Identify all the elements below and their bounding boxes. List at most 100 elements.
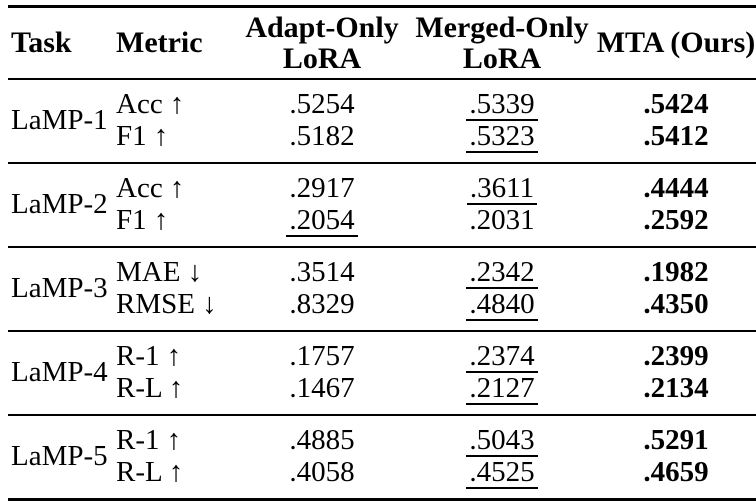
value-cell-merged: .2374 bbox=[408, 331, 596, 373]
header-merged-line1: Merged-Only bbox=[415, 10, 589, 44]
metric-cell: F1 ↑ bbox=[116, 204, 169, 236]
value-cell-merged: .4840 bbox=[408, 289, 596, 331]
header-row: Task Metric Adapt-Only LoRA Merged-Only … bbox=[8, 7, 756, 79]
value-adapt: .4058 bbox=[289, 456, 355, 488]
value-cell-merged: .4525 bbox=[408, 457, 596, 500]
value-mta: .4659 bbox=[643, 456, 709, 488]
metric-cell: R-1 ↑ bbox=[116, 424, 182, 456]
value-merged: .2031 bbox=[469, 204, 535, 236]
value-cell-adapt: .2917 bbox=[236, 163, 408, 205]
value-adapt: .3514 bbox=[289, 256, 355, 288]
value-cell-adapt: .3514 bbox=[236, 247, 408, 289]
header-task: Task bbox=[11, 26, 72, 60]
value-merged: .2127 bbox=[466, 373, 538, 405]
metric-cell: RMSE ↓ bbox=[116, 288, 217, 320]
value-cell-adapt: .4885 bbox=[236, 415, 408, 457]
header-adapt-line2: LoRA bbox=[282, 41, 362, 75]
section-lamp-4: LaMP-4 R-1 ↑ .1757 .2374 .2399 R-L ↑ .14… bbox=[8, 331, 756, 415]
value-adapt: .8329 bbox=[289, 288, 355, 320]
table-row: LaMP-2 Acc ↑ .2917 .3611 .4444 bbox=[8, 163, 756, 220]
section-lamp-2: LaMP-2 Acc ↑ .2917 .3611 .4444 F1 ↑ .205… bbox=[8, 163, 756, 247]
value-adapt: .5254 bbox=[289, 88, 355, 120]
value-cell-adapt: .5254 bbox=[236, 79, 408, 121]
value-cell-mta: .5291 bbox=[596, 415, 756, 457]
section-lamp-3: LaMP-3 MAE ↓ .3514 .2342 .1982 RMSE ↓ .8… bbox=[8, 247, 756, 331]
value-merged: .4840 bbox=[466, 289, 538, 321]
value-mta: .5424 bbox=[643, 88, 709, 120]
metric-cell: Acc ↑ bbox=[116, 88, 185, 120]
value-cell-mta: .5412 bbox=[596, 121, 756, 163]
task-cell: LaMP-2 bbox=[11, 188, 108, 220]
value-cell-merged: .2031 bbox=[408, 205, 596, 247]
table-row: LaMP-4 R-1 ↑ .1757 .2374 .2399 bbox=[8, 331, 756, 388]
value-cell-mta: .2399 bbox=[596, 331, 756, 373]
value-adapt: .1467 bbox=[289, 372, 355, 404]
value-cell-adapt: .2054 bbox=[236, 205, 408, 247]
value-cell-mta: .5424 bbox=[596, 79, 756, 121]
value-cell-merged: .5043 bbox=[408, 415, 596, 457]
section-lamp-1: LaMP-1 Acc ↑ .5254 .5339 .5424 F1 ↑ .518… bbox=[8, 79, 756, 163]
value-merged: .4525 bbox=[466, 457, 538, 489]
value-cell-adapt: .5182 bbox=[236, 121, 408, 163]
value-cell-mta: .2592 bbox=[596, 205, 756, 247]
metric-cell: MAE ↓ bbox=[116, 256, 203, 288]
task-cell: LaMP-5 bbox=[11, 440, 108, 472]
value-merged: .5339 bbox=[466, 89, 538, 121]
value-mta: .2592 bbox=[643, 204, 709, 236]
header-merged-only-lora: Merged-Only LoRA bbox=[408, 7, 596, 79]
value-merged: .2342 bbox=[466, 257, 538, 289]
results-table: Task Metric Adapt-Only LoRA Merged-Only … bbox=[8, 5, 756, 501]
value-mta: .1982 bbox=[643, 256, 709, 288]
metric-cell: F1 ↑ bbox=[116, 120, 169, 152]
header-adapt-line1: Adapt-Only bbox=[245, 10, 399, 44]
header-adapt-only-lora: Adapt-Only LoRA bbox=[236, 7, 408, 79]
value-cell-adapt: .1467 bbox=[236, 373, 408, 415]
value-cell-merged: .5323 bbox=[408, 121, 596, 163]
metric-cell: Acc ↑ bbox=[116, 172, 185, 204]
value-adapt: .2917 bbox=[289, 172, 355, 204]
value-mta: .2399 bbox=[643, 340, 709, 372]
value-cell-adapt: .1757 bbox=[236, 331, 408, 373]
table-row: F1 ↑ .5182 .5323 .5412 bbox=[8, 121, 756, 163]
value-cell-mta: .4350 bbox=[596, 289, 756, 331]
value-cell-merged: .2127 bbox=[408, 373, 596, 415]
header-merged-line2: LoRA bbox=[462, 41, 542, 75]
value-cell-merged: .2342 bbox=[408, 247, 596, 289]
value-cell-merged: .3611 bbox=[408, 163, 596, 205]
value-cell-adapt: .4058 bbox=[236, 457, 408, 500]
value-cell-mta: .2134 bbox=[596, 373, 756, 415]
value-merged: .3611 bbox=[466, 173, 538, 205]
section-lamp-5: LaMP-5 R-1 ↑ .4885 .5043 .5291 R-L ↑ .40… bbox=[8, 415, 756, 500]
value-merged: .5043 bbox=[466, 425, 538, 457]
table-row: F1 ↑ .2054 .2031 .2592 bbox=[8, 205, 756, 247]
value-cell-mta: .4659 bbox=[596, 457, 756, 500]
value-mta: .5412 bbox=[643, 120, 709, 152]
table-row: LaMP-1 Acc ↑ .5254 .5339 .5424 bbox=[8, 79, 756, 136]
value-merged: .2374 bbox=[466, 341, 538, 373]
header-mta-ours: MTA (Ours) bbox=[596, 26, 756, 60]
header-metric: Metric bbox=[116, 26, 203, 60]
value-cell-mta: .4444 bbox=[596, 163, 756, 205]
value-mta: .5291 bbox=[643, 424, 709, 456]
table-row: LaMP-5 R-1 ↑ .4885 .5043 .5291 bbox=[8, 415, 756, 472]
value-cell-adapt: .8329 bbox=[236, 289, 408, 331]
value-mta: .4444 bbox=[643, 172, 709, 204]
value-cell-mta: .1982 bbox=[596, 247, 756, 289]
table-row: LaMP-3 MAE ↓ .3514 .2342 .1982 bbox=[8, 247, 756, 304]
task-cell: LaMP-3 bbox=[11, 272, 108, 304]
metric-cell: R-L ↑ bbox=[116, 372, 184, 404]
value-adapt: .4885 bbox=[289, 424, 355, 456]
value-merged: .5323 bbox=[466, 121, 538, 153]
value-adapt: .2054 bbox=[286, 205, 358, 237]
metric-cell: R-L ↑ bbox=[116, 456, 184, 488]
task-cell: LaMP-1 bbox=[11, 104, 108, 136]
task-cell: LaMP-4 bbox=[11, 356, 108, 388]
metric-cell: R-1 ↑ bbox=[116, 340, 182, 372]
table-row: R-L ↑ .4058 .4525 .4659 bbox=[8, 457, 756, 500]
table-header: Task Metric Adapt-Only LoRA Merged-Only … bbox=[8, 6, 756, 79]
value-mta: .4350 bbox=[643, 288, 709, 320]
value-adapt: .5182 bbox=[289, 120, 355, 152]
value-cell-merged: .5339 bbox=[408, 79, 596, 121]
table-row: R-L ↑ .1467 .2127 .2134 bbox=[8, 373, 756, 415]
value-adapt: .1757 bbox=[289, 340, 355, 372]
